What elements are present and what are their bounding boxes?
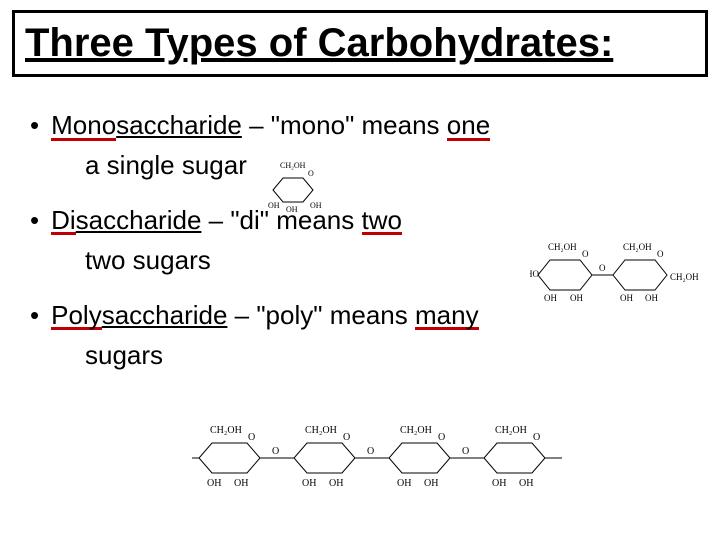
- svg-text:OH: OH: [234, 478, 248, 489]
- emphasis: one: [447, 113, 490, 141]
- svg-text:OH: OH: [570, 293, 583, 303]
- page-title: Three Types of Carbohydrates:: [25, 21, 613, 65]
- item-text: Disaccharide – "di" means two: [51, 202, 402, 238]
- svg-text:O: O: [462, 446, 469, 457]
- prefix-red: Di: [51, 208, 76, 236]
- svg-text:O: O: [657, 249, 664, 259]
- svg-text:OH: OH: [286, 205, 298, 214]
- bullet-dot: •: [30, 107, 39, 143]
- emphasis: many: [415, 303, 479, 331]
- mid-text: – "mono" means: [242, 110, 447, 140]
- prefix-red: Poly: [51, 303, 102, 331]
- svg-text:CH₂OH: CH₂OH: [400, 425, 432, 436]
- item-line2: sugars: [30, 337, 690, 373]
- svg-text:HO: HO: [530, 269, 539, 279]
- svg-text:OH: OH: [519, 478, 533, 489]
- svg-text:OH: OH: [310, 201, 322, 210]
- svg-text:O: O: [308, 169, 314, 178]
- svg-text:O: O: [599, 263, 606, 273]
- molecule-mono: CH₂OH O OH OH OH: [268, 158, 328, 216]
- item-text: Monosaccharide – "mono" means one: [51, 107, 490, 143]
- svg-text:CH₂OH: CH₂OH: [670, 272, 699, 282]
- bullet-dot: •: [30, 297, 39, 333]
- item-text: Polysaccharide – "poly" means many: [51, 297, 478, 333]
- emphasis: two: [362, 208, 402, 236]
- svg-text:O: O: [438, 432, 445, 443]
- svg-text:CH₂OH: CH₂OH: [548, 242, 577, 252]
- svg-text:OH: OH: [424, 478, 438, 489]
- svg-text:OH: OH: [302, 478, 316, 489]
- svg-text:O: O: [367, 446, 374, 457]
- molecule-di: CH₂OH CH₂OH O O HO O OH OH OH OH CH₂OH: [530, 235, 700, 317]
- svg-text:OH: OH: [645, 293, 658, 303]
- svg-text:O: O: [582, 249, 589, 259]
- svg-text:OH: OH: [268, 201, 280, 210]
- svg-text:CH₂OH: CH₂OH: [305, 425, 337, 436]
- prefix-rest: saccharide: [102, 300, 228, 330]
- content-area: • Monosaccharide – "mono" means one a si…: [0, 77, 720, 373]
- bullet-item-mono: • Monosaccharide – "mono" means one: [30, 107, 690, 143]
- chem-label: CH₂OH: [280, 161, 306, 170]
- svg-text:CH₂OH: CH₂OH: [623, 242, 652, 252]
- svg-text:OH: OH: [397, 478, 411, 489]
- svg-text:OH: OH: [329, 478, 343, 489]
- title-box: Three Types of Carbohydrates:: [12, 10, 708, 77]
- prefix-rest: saccharide: [76, 205, 202, 235]
- bullet-item-di: • Disaccharide – "di" means two: [30, 202, 690, 238]
- svg-text:OH: OH: [492, 478, 506, 489]
- svg-text:O: O: [533, 432, 540, 443]
- svg-text:CH₂OH: CH₂OH: [210, 425, 242, 436]
- svg-text:O: O: [248, 432, 255, 443]
- svg-text:OH: OH: [620, 293, 633, 303]
- bullet-dot: •: [30, 202, 39, 238]
- svg-text:OH: OH: [544, 293, 557, 303]
- svg-text:O: O: [343, 432, 350, 443]
- prefix-red: Mono: [51, 113, 116, 141]
- svg-text:CH₂OH: CH₂OH: [495, 425, 527, 436]
- mid-text: – "poly" means: [227, 300, 415, 330]
- molecule-poly: CH₂OH CH₂OH CH₂OH CH₂OH O O O O O O O OH…: [192, 418, 622, 500]
- item-line2: a single sugar: [30, 147, 690, 183]
- svg-text:OH: OH: [207, 478, 221, 489]
- prefix-rest: saccharide: [116, 110, 242, 140]
- svg-text:O: O: [272, 446, 279, 457]
